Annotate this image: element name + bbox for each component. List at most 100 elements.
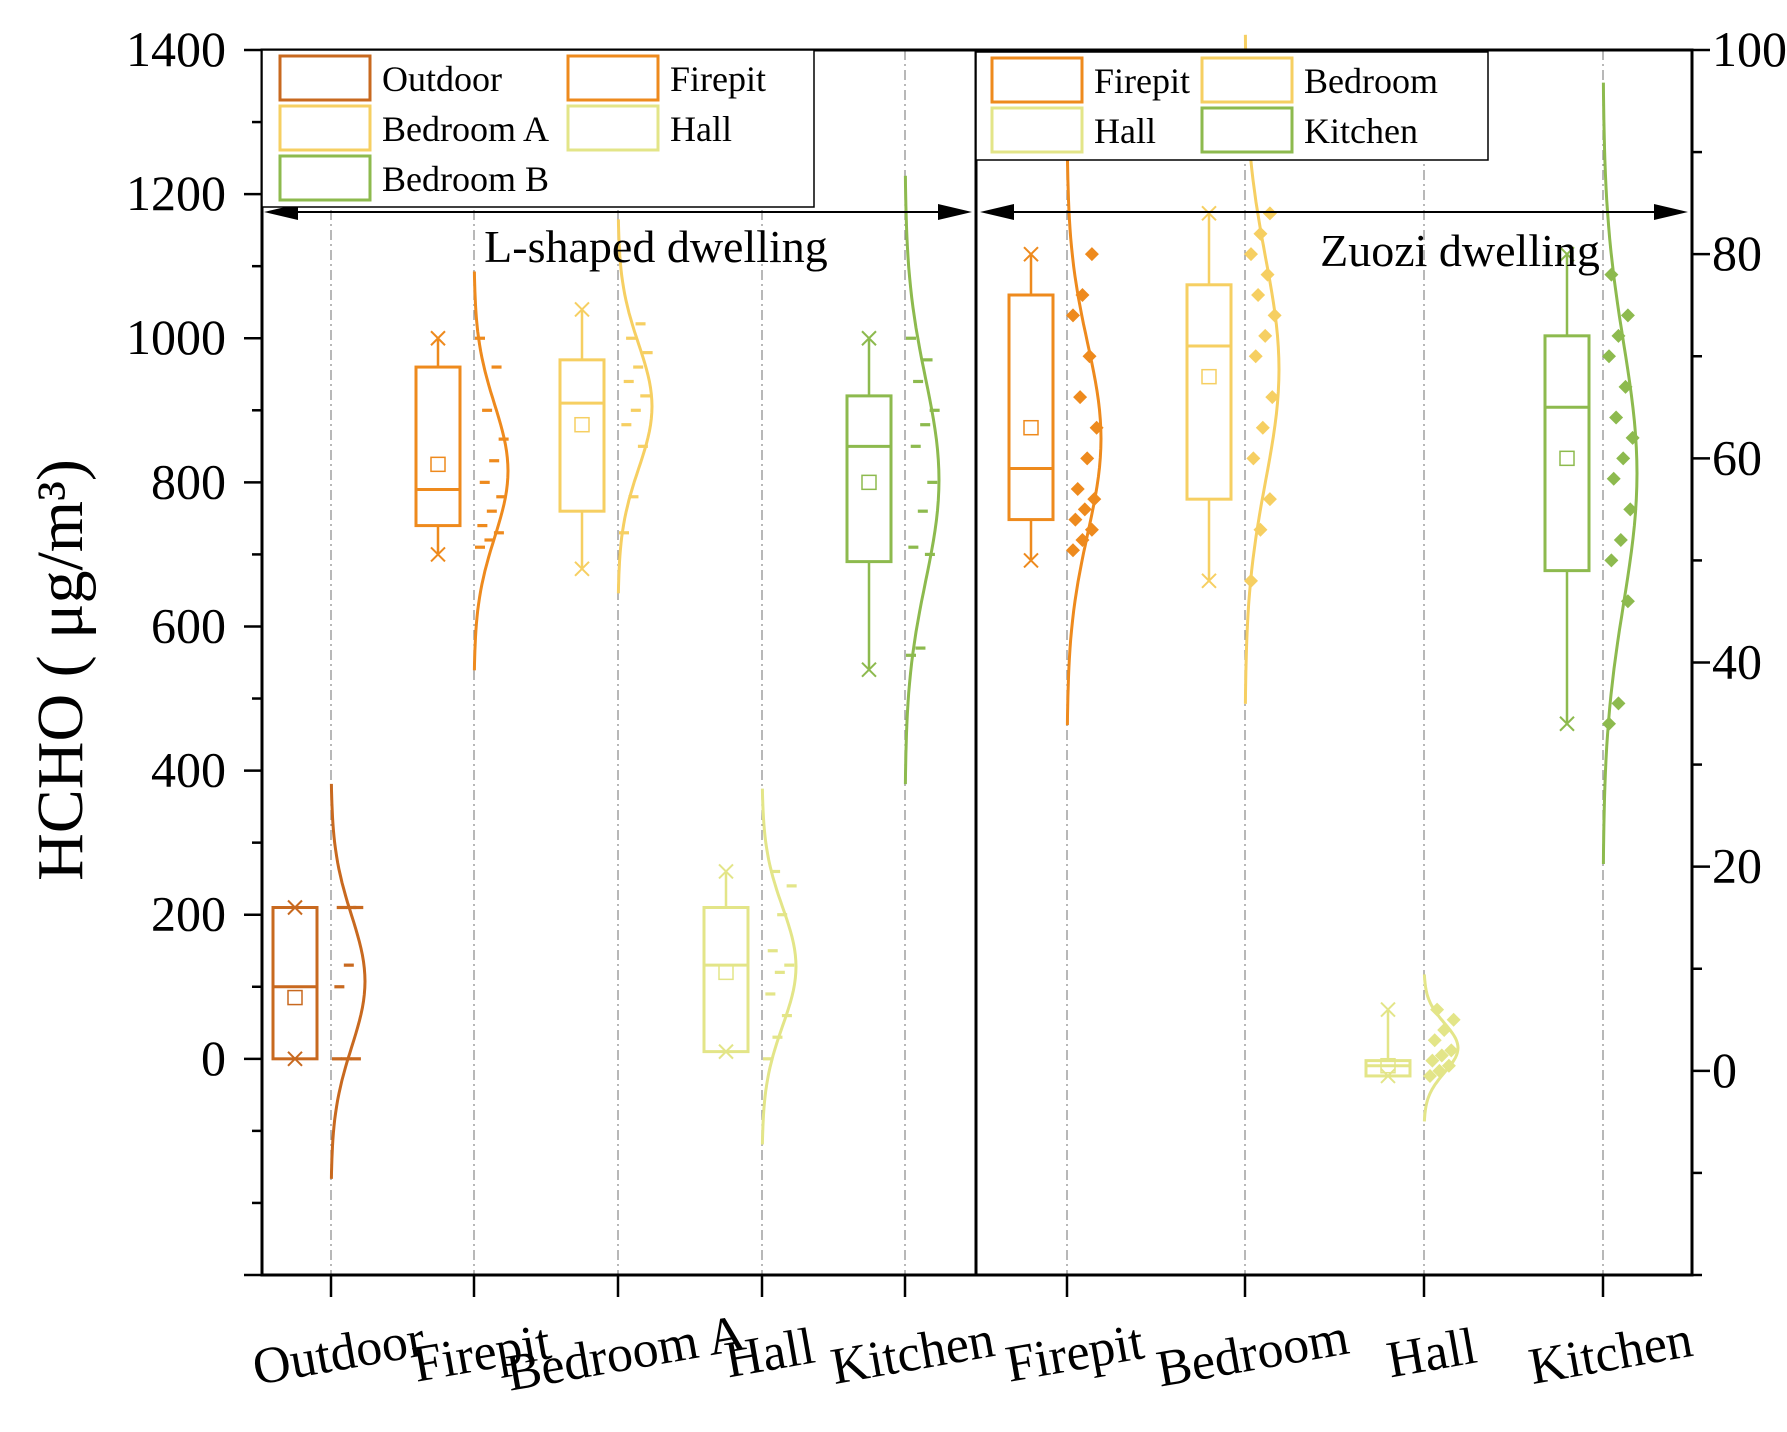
zuozi-dwelling-kitchen-data-point [1604,267,1619,282]
legend-swatch [990,56,1084,104]
l-shaped-span-arrow-head-right [938,204,972,220]
x-tick-label: Hall [1383,1318,1481,1390]
zuozi-dwelling-firepit-data-point [1080,451,1095,466]
l-shaped-dwelling-bedroom-a-data-point [642,351,653,355]
l-shaped-dwelling-bedroom-a-data-point [637,444,648,448]
l-shaped-dwelling-kitchen-data-point [908,545,919,549]
zuozi-dwelling-bedroom-data-point [1265,390,1280,405]
zuozi-dwelling-hall-data-point [1432,1063,1447,1078]
zuozi-dwelling-firepit-data-point [1066,543,1080,558]
zuozi-dwelling-kitchen-data-point [1611,328,1626,343]
l-shaped-dwelling-bedroom-a-min-marker [574,561,590,577]
l-shaped-dwelling-firepit-data-point [498,437,509,441]
l-shaped-dwelling-kitchen-min-marker [861,661,877,678]
zuozi-dwelling-kitchen-data-point [1611,696,1626,711]
zuozi-dwelling-hall-data-point [1434,1048,1449,1063]
zuozi-dwelling-kitchen-data-point [1609,410,1624,425]
l-shaped-dwelling-firepit-data-point [491,365,502,369]
l-shaped-dwelling-hall-min-marker [718,1043,734,1060]
zuozi-dwelling-firepit-data-point [1087,492,1102,507]
l-shaped-dwelling-outdoor-data-point [341,1057,352,1061]
x-tick-label: Kitchen [827,1311,999,1396]
legend-label: Hall [1094,111,1156,151]
l-shaped-dwelling-firepit-box [414,365,462,528]
l-shaped-dwelling-outdoor-data-point [336,905,347,910]
zuozi-dwelling-hall-data-point [1430,1002,1445,1017]
l-shaped-dwelling-bedroom-a-data-point [630,408,641,412]
l-shaped-dwelling-kitchen-distribution-curve [903,175,941,785]
legend-swatch [566,54,660,102]
zuozi-dwelling-firepit-data-point [1089,420,1104,435]
legend-swatch [1200,56,1294,104]
l-shaped-dwelling-kitchen-data-point [910,444,921,448]
l-shaped-dwelling-kitchen-data-point [906,653,916,657]
zuozi-dwelling-firepit-distribution-curve [1065,152,1103,726]
l-shaped-dwelling-kitchen-data-point [922,358,933,362]
l-shaped-dwelling-hall-distribution-curve [760,788,798,1145]
zuozi-dwelling-kitchen-data-point [1620,594,1635,609]
l-shaped-dwelling-bedroom-a-data-point [635,322,646,326]
x-tick-label: Bedroom [1152,1309,1352,1399]
l-shaped-dwelling-outdoor-data-point [343,963,354,967]
l-shaped-dwelling-hall-data-point [770,869,781,874]
plot-marks [271,34,1640,1179]
zuozi-dwelling-bedroom-max-marker [1201,205,1217,222]
l-shaped-dwelling-firepit-max-marker [430,330,446,346]
l-shaped-dwelling-outdoor-mean [287,989,303,1006]
zuozi-dwelling-hall-data-point [1441,1058,1456,1073]
left-tick-label: 800 [151,453,226,509]
x-tick-label: Kitchen [1525,1311,1697,1396]
l-shaped-dwelling-kitchen-data-point [920,423,931,427]
zuozi-dwelling-firepit-data-point [1075,533,1090,547]
zuozi-dwelling-hall-data-point [1446,1012,1461,1027]
zuozi-dwelling-bedroom-data-point [1262,492,1277,507]
left-tick-label: 600 [151,597,226,653]
legend-label: Outdoor [382,59,502,99]
zuozi-dwelling-kitchen-data-point [1620,308,1635,323]
x-tick-label: Firepit [1002,1313,1149,1393]
l-shaped-dwelling-bedroom-a-data-point [621,423,632,427]
l-shaped-dwelling-kitchen-data-point [906,336,916,340]
zuozi-dwelling-bedroom-data-point [1251,288,1266,302]
zuozi-dwelling-bedroom-box [1185,283,1233,501]
l-shaped-dwelling-bedroom-a-data-point [619,531,629,535]
right-tick-label: 20 [1712,838,1762,894]
l-shaped-dwelling-outdoor-distribution-curve [329,783,367,1179]
l-shaped-dwelling-firepit-data-point [486,509,497,513]
l-shaped-dwelling-kitchen-mean [861,474,877,491]
zuozi-dwelling-bedroom-min-marker [1201,573,1217,589]
l-shaped-dwelling-firepit-data-point [482,408,493,412]
left-tick-label: 1000 [126,309,226,365]
l-shaped-dwelling-outdoor-data-point [346,905,357,910]
group-title-zuozi: Zuozi dwelling [1320,225,1600,276]
l-shaped-dwelling-firepit-min-marker [430,546,446,563]
zuozi-dwelling-kitchen-data-point [1623,502,1638,517]
l-shaped-dwelling-kitchen-max-marker [861,330,877,346]
l-shaped-dwelling-hall-data-point [767,949,778,953]
zuozi-span-arrow-head-left [980,204,1014,220]
zuozi-dwelling-bedroom-data-point [1260,267,1275,282]
l-shaped-dwelling-hall-data-point [772,1035,783,1039]
legend-swatch [278,154,372,202]
l-shaped-dwelling-hall-mean [718,964,734,981]
zuozi-dwelling-hall-data-point [1423,1068,1437,1083]
legend-label: Bedroom A [382,109,549,149]
l-shaped-dwelling-firepit-data-point [496,495,507,499]
zuozi-dwelling-kitchen-distribution-curve [1601,82,1639,865]
zuozi-dwelling-kitchen-max-marker [1559,246,1575,262]
l-shaped-dwelling-firepit-data-point [477,523,488,528]
zuozi-dwelling-kitchen-box [1543,334,1591,573]
x-tick-label: Outdoor [248,1310,429,1396]
zuozi-dwelling-hall-distribution-curve [1422,974,1460,1122]
legend-label: Bedroom B [382,159,549,199]
l-shaped-span-arrow-head-left [264,204,298,220]
l-shaped-dwelling-hall-data-point [774,970,785,974]
zuozi-dwelling-kitchen-min-marker [1559,716,1575,732]
right-tick-label: 60 [1712,429,1762,485]
legend-label: Bedroom [1304,61,1438,101]
zuozi-span-arrow-head-right [1654,204,1688,220]
l-shaped-dwelling-firepit-data-point [475,336,485,340]
l-shaped-dwelling-bedroom-a-distribution-curve [616,219,654,594]
